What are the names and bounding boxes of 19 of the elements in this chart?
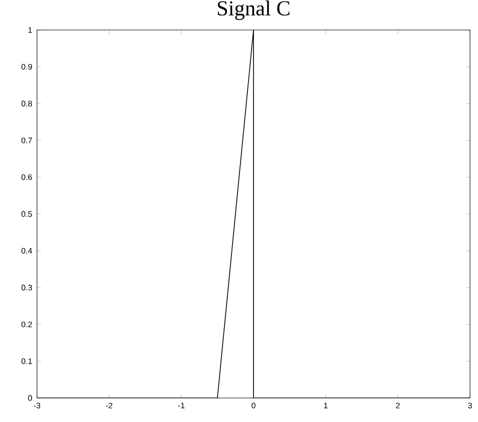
y-tick-label: 0.1 <box>21 358 32 364</box>
y-tick-label: 0 <box>28 395 32 401</box>
x-tick-label: -2 <box>106 402 112 408</box>
y-tick-label: 0.2 <box>21 322 32 328</box>
x-tick-label: 0 <box>252 402 256 408</box>
y-tick-label: 0.8 <box>21 100 32 106</box>
y-tick-label: 0.4 <box>21 248 32 254</box>
y-tick-label: 1 <box>28 27 32 33</box>
x-tick-label: 3 <box>468 402 472 408</box>
y-tick-label: 0.5 <box>21 211 32 217</box>
x-tick-label: 1 <box>324 402 328 408</box>
y-tick-label: 0.7 <box>21 138 32 144</box>
x-tick-label: -1 <box>178 402 184 408</box>
x-tick-label: 2 <box>396 402 400 408</box>
chart-title: Signal C <box>218 0 290 20</box>
y-tick-label: 0.6 <box>21 174 32 180</box>
y-tick-label: 0.3 <box>21 284 32 290</box>
x-tick-label: -3 <box>34 402 40 408</box>
y-tick-label: 0.9 <box>21 64 32 70</box>
